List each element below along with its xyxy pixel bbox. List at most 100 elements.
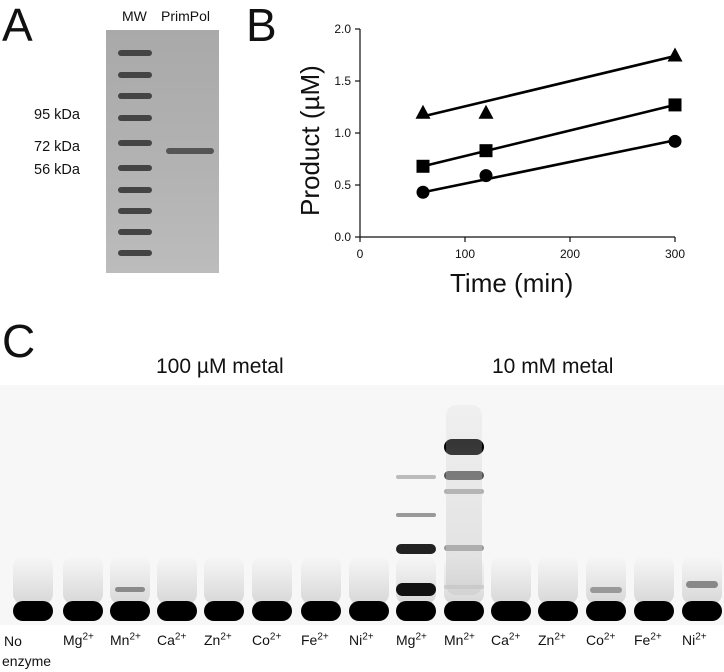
y-tick-label: 0.0 xyxy=(334,230,351,244)
lane-label-no-enzyme-1: No xyxy=(4,633,22,649)
primer-band xyxy=(491,601,531,621)
charge-superscript: 2+ xyxy=(554,631,566,643)
primer-band xyxy=(301,601,341,621)
primer-band xyxy=(157,601,197,621)
y-tick-label: 1.0 xyxy=(334,126,351,140)
circle-point xyxy=(479,169,493,183)
square-point xyxy=(668,98,682,112)
square-point xyxy=(416,159,430,173)
panel-b-letter: B xyxy=(246,0,277,51)
metal-symbol: Mg xyxy=(63,632,83,648)
charge-superscript: 2+ xyxy=(220,631,232,643)
lane-smear xyxy=(204,556,244,604)
primer-band xyxy=(252,601,292,621)
metal-symbol: Ni xyxy=(682,632,696,648)
lane-label-mg: Mg2+ xyxy=(63,632,94,648)
charge-superscript: 2+ xyxy=(463,631,475,643)
primer-band xyxy=(110,601,150,621)
product-band xyxy=(396,513,436,517)
primer-band xyxy=(634,601,674,621)
x-tick-label: 0 xyxy=(357,247,364,261)
triangle-fit-line xyxy=(422,54,676,118)
primer-band xyxy=(349,601,389,621)
charge-superscript: 2+ xyxy=(508,631,521,643)
lane-label-fe: Fe2+ xyxy=(301,632,329,648)
lane-smear xyxy=(586,556,626,604)
lane-smear xyxy=(349,556,389,604)
square-fit-line xyxy=(422,103,676,168)
charge-superscript: 2+ xyxy=(174,631,187,643)
lane-label-mn: Mn2+ xyxy=(110,632,141,648)
lane-smear xyxy=(396,556,436,604)
denaturing-gel xyxy=(0,385,724,625)
product-band xyxy=(396,544,436,554)
panel-a-letter: A xyxy=(2,0,33,51)
lane-smear xyxy=(13,556,53,604)
charge-superscript: 2+ xyxy=(650,631,662,643)
primer-band xyxy=(682,601,722,621)
triangle-point xyxy=(667,47,683,62)
lane-smear xyxy=(634,556,674,604)
extension-band xyxy=(115,587,145,592)
circle-point xyxy=(416,185,430,199)
metal-symbol: Zn xyxy=(204,632,221,648)
lane-smear xyxy=(301,556,341,604)
lane-label-ca: Ca2+ xyxy=(491,632,520,648)
charge-superscript: 2+ xyxy=(603,631,616,643)
sds-page-gel xyxy=(106,30,219,273)
metal-symbol: Mn xyxy=(110,632,130,648)
extension-band xyxy=(590,587,622,593)
lane-smear xyxy=(110,556,150,604)
primer-band xyxy=(538,601,578,621)
extension-band xyxy=(686,581,718,588)
product-chart: 0.0 0.5 1.0 1.5 2.0 0 100 200 300 xyxy=(334,22,685,261)
triangle-point xyxy=(415,104,431,119)
primer-band xyxy=(444,601,484,621)
metal-symbol: Ca xyxy=(157,632,175,648)
panel-c-letter: C xyxy=(2,315,36,367)
lane-smear xyxy=(157,556,197,604)
lane-label-co: Co2+ xyxy=(586,632,615,648)
x-tick-label: 200 xyxy=(560,247,580,261)
metal-symbol: Ni xyxy=(349,632,363,648)
product-band xyxy=(396,475,436,479)
circle-point xyxy=(668,134,682,148)
lane-label-no-enzyme-2: enzyme xyxy=(2,653,52,669)
metal-symbol: Co xyxy=(252,632,270,648)
primer-band xyxy=(63,601,103,621)
lane-label-primpol: PrimPol xyxy=(161,8,211,24)
product-band xyxy=(396,583,436,596)
metal-symbol: Mg xyxy=(396,632,416,648)
lane-smear xyxy=(63,556,103,604)
y-tick-label: 0.5 xyxy=(334,178,351,192)
triangle-point xyxy=(478,104,494,119)
lane-smear xyxy=(682,556,722,604)
lane-label-mw: MW xyxy=(122,8,147,24)
charge-superscript: 2+ xyxy=(269,631,282,643)
x-axis-title: Time (min) xyxy=(450,268,574,298)
lane-label-ni: Ni2+ xyxy=(349,632,374,648)
circle-fit-line xyxy=(422,139,676,194)
lane-label-zn: Zn2+ xyxy=(538,632,566,648)
group-label-10mm: 10 mM metal xyxy=(492,355,614,378)
marker-56: 56 kDa xyxy=(34,162,80,178)
lane-label-zn: Zn2+ xyxy=(204,632,232,648)
charge-superscript: 2+ xyxy=(415,631,427,643)
primer-band xyxy=(586,601,626,621)
lane-smear xyxy=(491,556,531,604)
marker-72: 72 kDa xyxy=(34,139,80,155)
y-tick-label: 2.0 xyxy=(334,22,351,36)
charge-superscript: 2+ xyxy=(317,631,329,643)
charge-superscript: 2+ xyxy=(695,631,707,643)
lane-label-co: Co2+ xyxy=(252,632,281,648)
primpol-band xyxy=(166,148,214,154)
metal-symbol: Co xyxy=(586,632,604,648)
primer-band xyxy=(13,601,53,621)
charge-superscript: 2+ xyxy=(129,631,141,643)
y-axis-title: Product (µM) xyxy=(295,65,325,216)
lane-label-ni: Ni2+ xyxy=(682,632,707,648)
charge-superscript: 2+ xyxy=(82,631,94,643)
charge-superscript: 2+ xyxy=(362,631,374,643)
lane-smear xyxy=(446,405,482,595)
y-tick-label: 1.5 xyxy=(334,74,351,88)
